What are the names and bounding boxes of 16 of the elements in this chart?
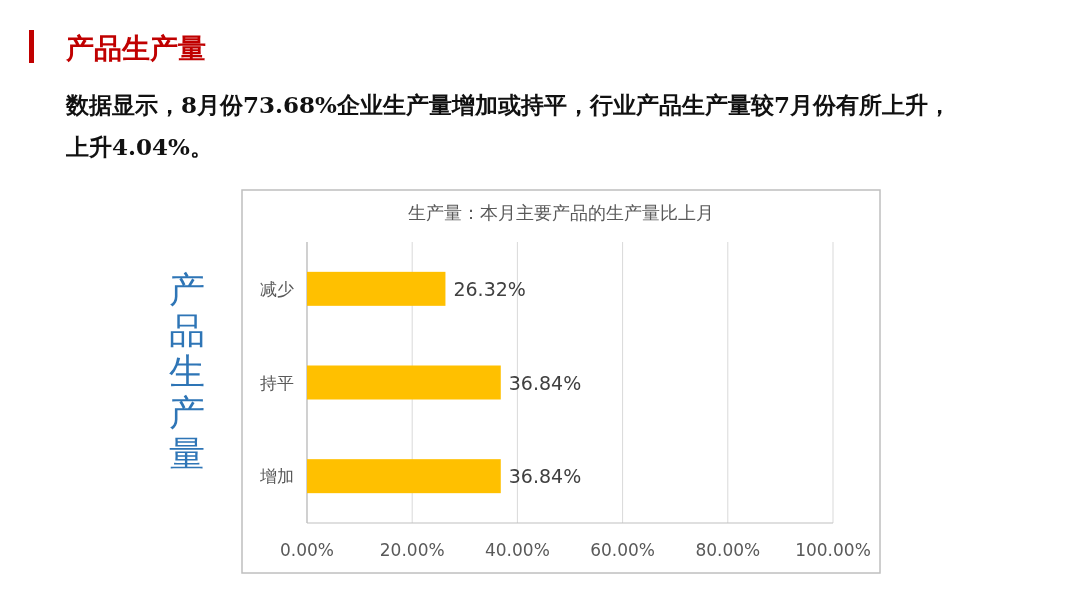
x-tick-label: 0.00% bbox=[279, 540, 335, 560]
chart-title: 产品生产量 bbox=[65, 32, 206, 65]
x-tick-label: 20.00% bbox=[379, 540, 445, 560]
x-tick-label: 80.00% bbox=[695, 540, 761, 560]
y-tick-label: 减少 bbox=[260, 278, 294, 299]
ylabel: 产品生产量 bbox=[169, 269, 205, 474]
x-tick-label: 40.00% bbox=[484, 540, 550, 560]
x-tick-label: 100.00% bbox=[795, 540, 871, 560]
y-tick-label: 增加 bbox=[259, 466, 294, 487]
y-tick-label: 持平 bbox=[260, 372, 294, 393]
data-label: 36.84% bbox=[508, 465, 582, 488]
chart-subtitle: 数据显示，8月份73.68%企业生产量增加或持平，行业产品生产量较7月份有所上升，上升4.04%。 bbox=[66, 90, 952, 162]
text: 生产量：本月主要产品的生产量比上月 bbox=[408, 202, 714, 223]
data-label: 26.32% bbox=[453, 277, 526, 300]
x-tick-label: 60.00% bbox=[590, 540, 656, 560]
data-label: 36.84% bbox=[508, 371, 582, 394]
